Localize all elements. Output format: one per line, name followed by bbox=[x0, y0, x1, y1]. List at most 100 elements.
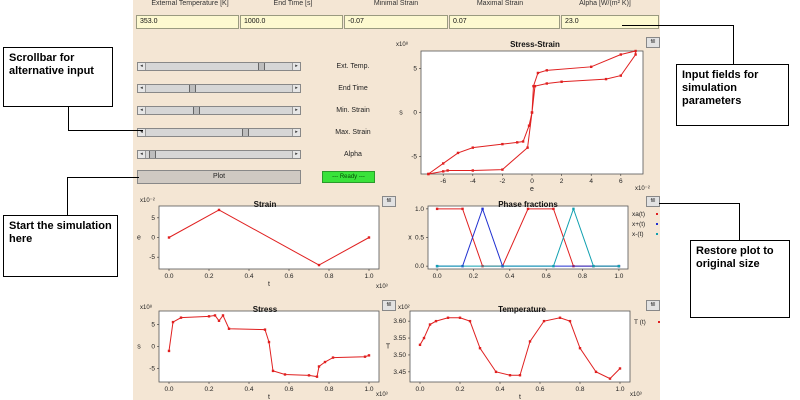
data-point bbox=[267, 340, 271, 344]
scroll-right-arrow-icon[interactable]: ▸ bbox=[292, 63, 300, 70]
data-point bbox=[461, 207, 464, 211]
scroll-right-arrow-icon[interactable]: ▸ bbox=[292, 151, 300, 158]
data-point bbox=[213, 314, 217, 317]
series-line bbox=[428, 50, 637, 175]
scrollbar-label: End Time bbox=[338, 85, 368, 92]
x-axis-label: t bbox=[268, 394, 270, 400]
data-point bbox=[530, 111, 534, 114]
data-point bbox=[528, 340, 532, 343]
data-point bbox=[526, 146, 529, 149]
data-point bbox=[446, 169, 449, 172]
scrollbar-1[interactable]: ◂ ▸ bbox=[137, 84, 301, 93]
x-tick-label: 1.0 bbox=[364, 386, 373, 393]
y-tick-label: 1.0 bbox=[415, 206, 424, 213]
scrollbar-thumb[interactable] bbox=[241, 129, 249, 136]
x-tick-label: -2 bbox=[500, 178, 506, 185]
connector bbox=[739, 203, 740, 240]
scroll-right-arrow-icon[interactable]: ▸ bbox=[292, 85, 300, 92]
legend-label: x+(t) bbox=[632, 221, 645, 228]
scroll-left-arrow-icon[interactable]: ◂ bbox=[138, 63, 146, 70]
y-tick-label: 0 bbox=[151, 344, 155, 351]
x-tick-label: 0.4 bbox=[505, 273, 514, 280]
data-point bbox=[545, 82, 548, 85]
header-end-time: End Time [s] bbox=[273, 0, 313, 7]
data-point bbox=[634, 49, 637, 53]
plot-area bbox=[409, 310, 631, 383]
chart-title: Temperature bbox=[498, 305, 546, 314]
data-point bbox=[608, 377, 612, 380]
x-tick-label: 1.0 bbox=[615, 386, 624, 393]
fill-button-temperature[interactable]: fill bbox=[646, 300, 660, 311]
x-multiplier: x10³ bbox=[376, 392, 388, 398]
y-tick-label: 0 bbox=[413, 110, 417, 117]
data-point bbox=[618, 367, 622, 370]
data-point bbox=[363, 355, 367, 358]
scrollbar-2[interactable]: ◂ ▸ bbox=[137, 106, 301, 115]
scrollbar-thumb[interactable] bbox=[257, 63, 265, 70]
data-point bbox=[456, 151, 460, 155]
scroll-left-arrow-icon[interactable]: ◂ bbox=[138, 107, 146, 114]
x-multiplier: x10³ bbox=[376, 284, 388, 290]
x-axis-label: e bbox=[530, 186, 534, 193]
connector bbox=[659, 203, 739, 204]
y-multiplier: x10² bbox=[398, 305, 410, 311]
ext-temperature-field[interactable]: 353.0 bbox=[136, 15, 239, 29]
y-tick-label: 3.60 bbox=[393, 318, 406, 325]
connector bbox=[68, 130, 143, 131]
fill-button-strain[interactable]: fill bbox=[382, 196, 396, 207]
y-multiplier: x10⁻² bbox=[140, 198, 155, 204]
scrollbar-3[interactable]: ◂ ▸ bbox=[137, 128, 301, 137]
data-point bbox=[527, 124, 531, 127]
fill-button-stress[interactable]: fill bbox=[382, 300, 396, 311]
chart-title: Stress bbox=[253, 305, 278, 314]
end-time-field[interactable]: 1000.0 bbox=[240, 15, 343, 29]
fill-button-phase-fractions[interactable]: fill bbox=[646, 196, 660, 207]
chart-title: Strain bbox=[254, 200, 277, 209]
y-tick-label: 3.50 bbox=[393, 352, 406, 359]
callout-restore: Restore plot to original size bbox=[690, 240, 790, 318]
x-tick-label: 0.8 bbox=[324, 273, 333, 280]
scroll-left-arrow-icon[interactable]: ◂ bbox=[138, 85, 146, 92]
data-point bbox=[167, 236, 171, 239]
x-tick-label: 4 bbox=[589, 178, 593, 185]
y-axis-label: T bbox=[386, 344, 391, 351]
scroll-left-arrow-icon[interactable]: ◂ bbox=[138, 151, 146, 158]
data-point bbox=[552, 264, 555, 268]
data-point bbox=[442, 162, 445, 165]
min-strain-field[interactable]: -0.07 bbox=[344, 15, 448, 29]
x-tick-label: 0 bbox=[530, 178, 534, 185]
y-axis-label: s bbox=[399, 110, 403, 117]
scrollbar-thumb[interactable] bbox=[188, 85, 196, 92]
y-tick-label: 5 bbox=[151, 215, 155, 222]
data-point bbox=[221, 314, 225, 317]
scrollbar-label: Ext. Temp. bbox=[336, 63, 370, 70]
data-point bbox=[533, 84, 537, 88]
plot-area bbox=[158, 310, 380, 383]
y-tick-label: -5 bbox=[149, 366, 155, 373]
scrollbar-thumb[interactable] bbox=[148, 151, 156, 158]
data-point bbox=[317, 365, 321, 368]
x-tick-label: 0.2 bbox=[204, 273, 213, 280]
y-tick-label: 3.55 bbox=[393, 335, 406, 342]
data-point bbox=[471, 169, 474, 172]
data-point bbox=[578, 346, 582, 350]
data-point bbox=[434, 319, 438, 323]
data-point bbox=[367, 354, 371, 357]
fill-button-stress-strain[interactable]: fill bbox=[646, 37, 660, 48]
connector bbox=[733, 25, 734, 64]
x-tick-label: 6 bbox=[619, 178, 623, 185]
data-point bbox=[592, 264, 595, 268]
x-tick-label: 2 bbox=[560, 178, 564, 185]
plot-area bbox=[427, 205, 629, 270]
scroll-right-arrow-icon[interactable]: ▸ bbox=[292, 107, 300, 114]
scroll-right-arrow-icon[interactable]: ▸ bbox=[292, 129, 300, 136]
scrollbar-0[interactable]: ◂ ▸ bbox=[137, 62, 301, 71]
data-point bbox=[532, 84, 535, 88]
scroll-left-arrow-icon[interactable]: ◂ bbox=[138, 129, 146, 136]
x-tick-label: 0.8 bbox=[578, 273, 587, 280]
scrollbar-thumb[interactable] bbox=[193, 107, 201, 114]
max-strain-field[interactable]: 0.07 bbox=[449, 15, 560, 29]
x-tick-label: 0.6 bbox=[284, 273, 293, 280]
scrollbar-4[interactable]: ◂ ▸ bbox=[137, 150, 301, 159]
data-point bbox=[315, 375, 319, 378]
